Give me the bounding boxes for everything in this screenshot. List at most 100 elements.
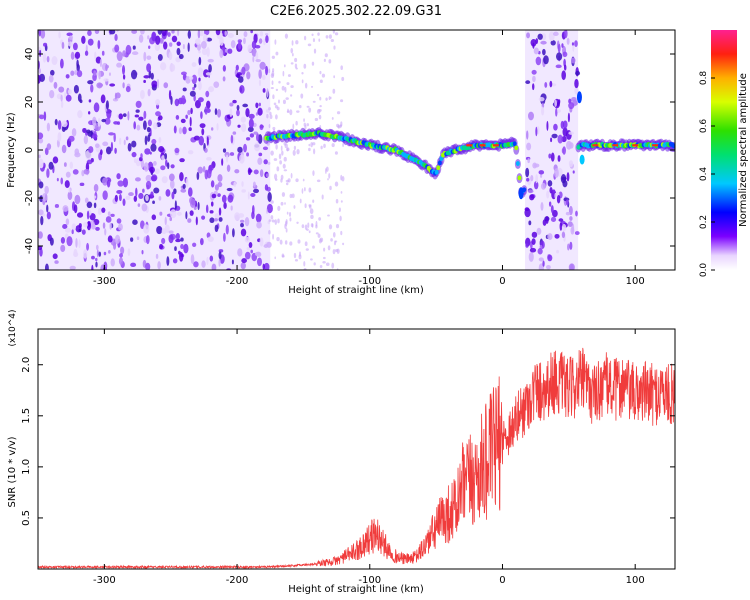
noise-blob [46,143,52,151]
noise-blob [39,49,42,57]
noise-blob [79,182,85,187]
noise-blob [158,137,162,144]
noise-blob [204,106,208,115]
noise-blob [335,198,339,204]
noise-blob [99,58,103,68]
noise-blob [176,211,182,216]
noise-blob [131,140,137,148]
noise-blob [108,72,111,77]
noise-blob [38,154,41,159]
noise-blob [153,122,158,130]
noise-blob [121,65,126,75]
noise-blob [557,43,561,53]
noise-blob [140,159,145,169]
colorbar: 0.0 0.2 0.4 0.6 0.8 Normalized spectral ampl… [699,30,749,277]
noise-blob [338,124,340,129]
noise-blob [96,249,99,258]
noise-blob [303,122,306,127]
noise-blob [108,250,111,254]
snr-data [38,347,675,569]
noise-blob [201,128,205,136]
noise-blob [329,96,332,100]
signal-peak [466,144,473,147]
noise-blob [311,223,314,228]
noise-blob [310,214,314,220]
noise-blob [236,104,240,111]
noise-blob [524,207,531,218]
noise-blob [266,208,268,214]
noise-blob [76,212,84,218]
signal-core [434,169,439,175]
noise-blob [165,159,168,167]
noise-blob [552,209,558,218]
noise-blob [316,93,320,97]
noise-blob [266,88,269,98]
noise-blob [280,145,283,151]
noise-blob [40,215,44,226]
noise-blob [214,108,218,116]
noise-blob [168,51,173,61]
noise-blob [239,154,245,164]
snr-x-tick-label: 100 [626,575,645,586]
noise-blob [73,251,79,258]
noise-blob [325,35,329,39]
noise-blob [146,184,150,190]
noise-blob [134,177,141,182]
noise-blob [296,110,300,113]
noise-blob [166,256,170,266]
noise-blob [340,191,343,194]
signal-core [514,145,519,151]
noise-blob [239,219,245,223]
noise-blob [67,41,74,47]
noise-blob [274,39,277,45]
spec-y-tick-label: -40 [24,238,35,254]
noise-blob [50,69,55,76]
noise-blob [49,237,54,246]
noise-blob [566,172,570,182]
noise-blob [532,83,535,91]
noise-blob [205,90,210,98]
noise-blob [169,216,173,222]
noise-blob [200,111,203,119]
noise-blob [243,37,246,45]
noise-blob [270,150,274,156]
noise-blob [552,189,556,193]
noise-blob [567,243,570,251]
spectrogram-x-axis-label: Height of straight line (km) [288,285,424,296]
noise-blob [540,202,544,211]
noise-blob [49,90,55,99]
noise-blob [122,198,126,207]
noise-blob [182,87,187,92]
signal-peak [632,144,639,147]
spec-x-tick-label: 100 [626,276,645,287]
noise-blob [218,217,223,222]
noise-blob [319,264,323,269]
noise-blob [552,31,559,37]
noise-blob [308,147,311,152]
noise-blob [217,193,221,197]
noise-blob [46,122,51,132]
noise-blob [284,240,288,245]
noise-blob [278,80,281,84]
signal-core [436,165,441,171]
noise-blob [548,201,552,207]
noise-blob [44,263,49,270]
spec-x-tick-label: -300 [93,276,116,287]
noise-blob [572,170,575,174]
noise-blob [532,42,535,49]
noise-blob [303,260,306,267]
noise-blob [537,33,543,40]
noise-blob [319,105,322,108]
noise-blob [312,170,315,176]
noise-blob [327,245,331,251]
noise-blob [319,79,323,84]
noise-blob [181,95,186,105]
noise-blob [52,253,58,260]
noise-blob [281,85,285,91]
noise-blob [292,123,295,130]
noise-blob [300,93,304,99]
noise-blob [164,152,168,160]
noise-blob [84,197,89,204]
noise-blob [98,70,101,80]
noise-blob [189,210,194,216]
